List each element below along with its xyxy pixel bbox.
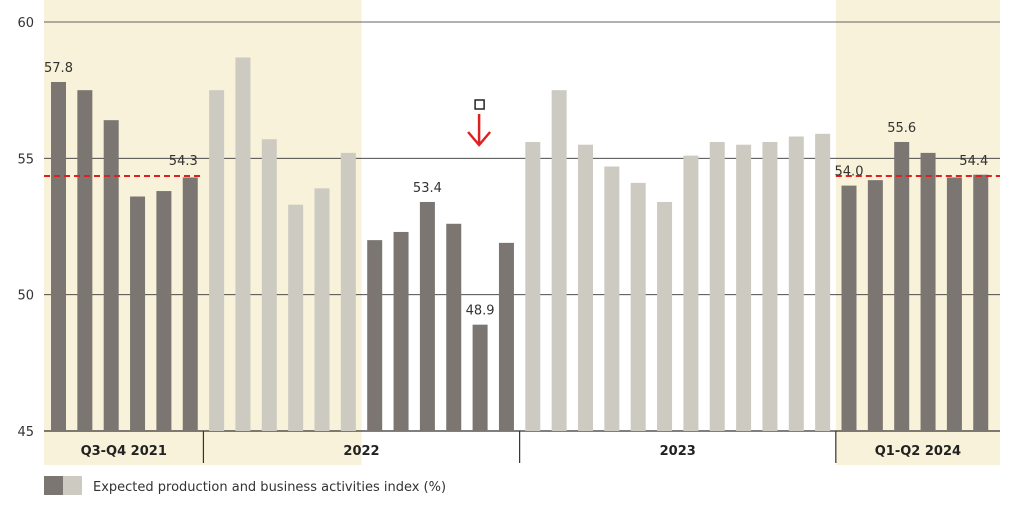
bar-22	[630, 182, 646, 431]
period-shade-3	[835, 0, 1000, 465]
legend-swatch-dark	[44, 476, 63, 495]
y-tick-label-50: 50	[17, 289, 34, 304]
data-label-16: 48.9	[466, 304, 495, 319]
legend-label: Expected production and business activit…	[93, 480, 446, 495]
bar-0	[51, 81, 66, 431]
bar-16	[472, 324, 488, 431]
bar-19	[551, 90, 567, 432]
bar-17	[498, 242, 514, 431]
data-label-14: 53.4	[413, 181, 442, 196]
reference-label-0: 54.3	[169, 154, 198, 169]
reference-label-1: 54.4	[959, 154, 988, 169]
bar-1	[77, 90, 93, 432]
bar-21	[604, 166, 620, 431]
bar-27	[762, 141, 778, 431]
bar-7	[235, 57, 251, 432]
data-label-0: 57.8	[44, 61, 73, 76]
annotation-square-icon	[474, 99, 485, 110]
bar-3	[130, 196, 146, 431]
data-label-32: 55.6	[887, 121, 916, 136]
bar-23	[657, 201, 673, 431]
bar-6	[209, 90, 225, 432]
period-label-1: 2022	[343, 444, 379, 459]
bar-15	[446, 223, 462, 431]
period-label-3: Q1-Q2 2024	[875, 444, 961, 459]
bar-33	[920, 152, 936, 431]
bar-30	[841, 185, 857, 431]
period-highlight-shade	[203, 0, 362, 465]
bar-5	[182, 177, 198, 431]
bar-35	[973, 174, 989, 431]
data-label-30: 54.0	[835, 165, 864, 180]
bar-26	[736, 144, 752, 431]
bar-13	[393, 231, 409, 431]
bar-14	[419, 201, 435, 431]
y-tick-label-55: 55	[17, 152, 34, 167]
bar-9	[288, 204, 304, 431]
y-tick-label-60: 60	[17, 16, 34, 31]
bar-11	[340, 152, 356, 431]
bar-34	[946, 177, 962, 431]
period-label-2: 2023	[660, 444, 696, 459]
bar-32	[894, 141, 910, 431]
bar-2	[103, 120, 119, 431]
bar-8	[261, 139, 277, 431]
bar-12	[367, 240, 383, 431]
bar-18	[525, 141, 541, 431]
bar-28	[788, 136, 804, 431]
down-arrow-head-icon	[467, 131, 492, 147]
bar-29	[815, 133, 831, 431]
period-shade-0	[44, 0, 204, 465]
bar-25	[709, 141, 725, 431]
bar-24	[683, 155, 699, 431]
bar-31	[867, 180, 883, 431]
legend-swatch-light	[63, 476, 82, 495]
period-label-0: Q3-Q4 2021	[81, 444, 167, 459]
bar-20	[578, 144, 593, 431]
bar-10	[314, 188, 330, 431]
y-tick-label-45: 45	[17, 425, 34, 440]
bar-4	[156, 191, 172, 431]
